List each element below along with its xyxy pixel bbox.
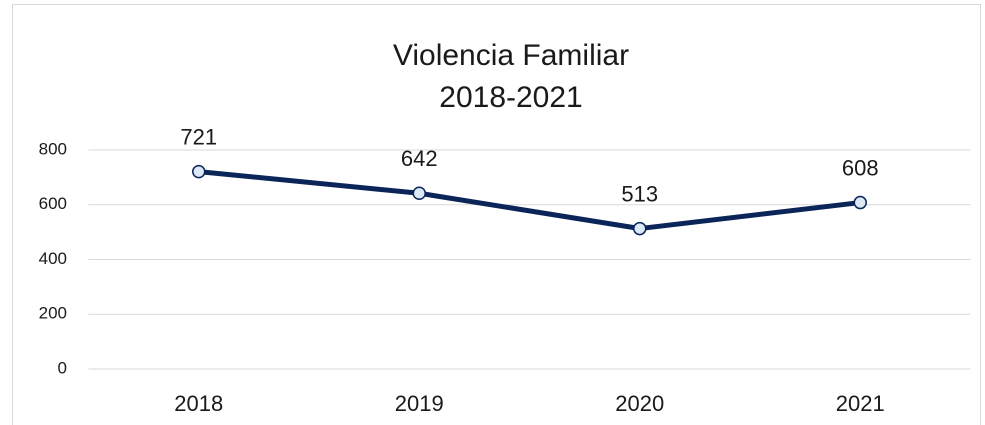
line: [198, 169, 861, 232]
y-tick-label: 0: [58, 358, 67, 377]
marker: [412, 186, 426, 201]
y-tick-label: 200: [39, 304, 67, 323]
data-label: 513: [621, 181, 658, 206]
x-tick-label: 2021: [836, 391, 885, 416]
data-label: 721: [180, 124, 217, 149]
y-tick-label: 400: [39, 249, 67, 268]
y-tick-label: 600: [39, 194, 67, 213]
marker: [853, 195, 867, 210]
marker: [192, 164, 206, 179]
chart-title: 2018-2021: [439, 81, 582, 114]
y-tick-label: 800: [39, 139, 67, 158]
data-label: 608: [842, 155, 879, 180]
x-tick-label: 2018: [174, 391, 223, 416]
x-tick-label: 2019: [395, 391, 444, 416]
marker: [633, 221, 647, 236]
chart-title: Violencia Familiar: [393, 39, 629, 72]
data-label: 642: [401, 146, 438, 171]
x-tick-label: 2020: [615, 391, 664, 416]
chart-frame: [12, 4, 981, 425]
